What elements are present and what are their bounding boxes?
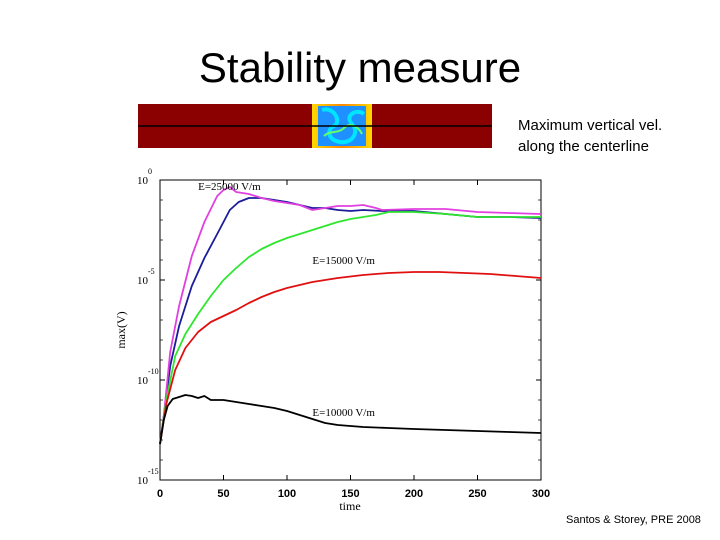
x-tick-label: 0 [157,488,163,500]
x-tick-label: 50 [217,488,229,500]
y-tick-label-exponent: -5 [148,267,155,276]
series-line-0 [159,197,542,445]
chart-caption: Maximum vertical vel. along the centerli… [518,115,718,157]
x-axis-label: time [339,499,360,513]
y-tick-label-base: 10 [137,275,149,287]
series-line-2 [159,211,541,445]
y-tick-label-exponent: -10 [148,367,159,376]
y-tick-label-base: 10 [137,375,149,387]
series-line-1 [159,186,542,445]
x-tick-label: 150 [341,488,359,500]
y-tick-label-base: 10 [137,475,149,487]
caption-line-2: along the centerline [518,138,649,155]
x-tick-label: 100 [278,488,296,500]
y-tick-label-exponent: -15 [148,467,159,476]
x-tick-label: 300 [532,488,550,500]
flow-strip-swirl [321,107,366,145]
flow-strip-swirl-2 [323,124,363,137]
x-tick-label: 250 [468,488,486,500]
series-annotation: E=25000 V/m [198,181,261,193]
series-line-4 [159,394,542,445]
series-line-3 [159,271,542,445]
series-annotation: E=15000 V/m [312,255,375,267]
citation: Santos & Storey, PRE 2008 [566,514,701,526]
caption-line-1: Maximum vertical vel. [518,117,663,134]
y-tick-label-base: 10 [137,175,149,187]
slide-title: Stability measure [198,44,522,91]
series-annotation: E=10000 V/m [312,407,375,419]
y-tick-label-exponent: 0 [148,167,152,176]
y-axis-label: max(V) [114,311,128,348]
x-tick-label: 200 [405,488,423,500]
plot-frame [159,179,542,481]
flow-field-strip [138,104,492,148]
